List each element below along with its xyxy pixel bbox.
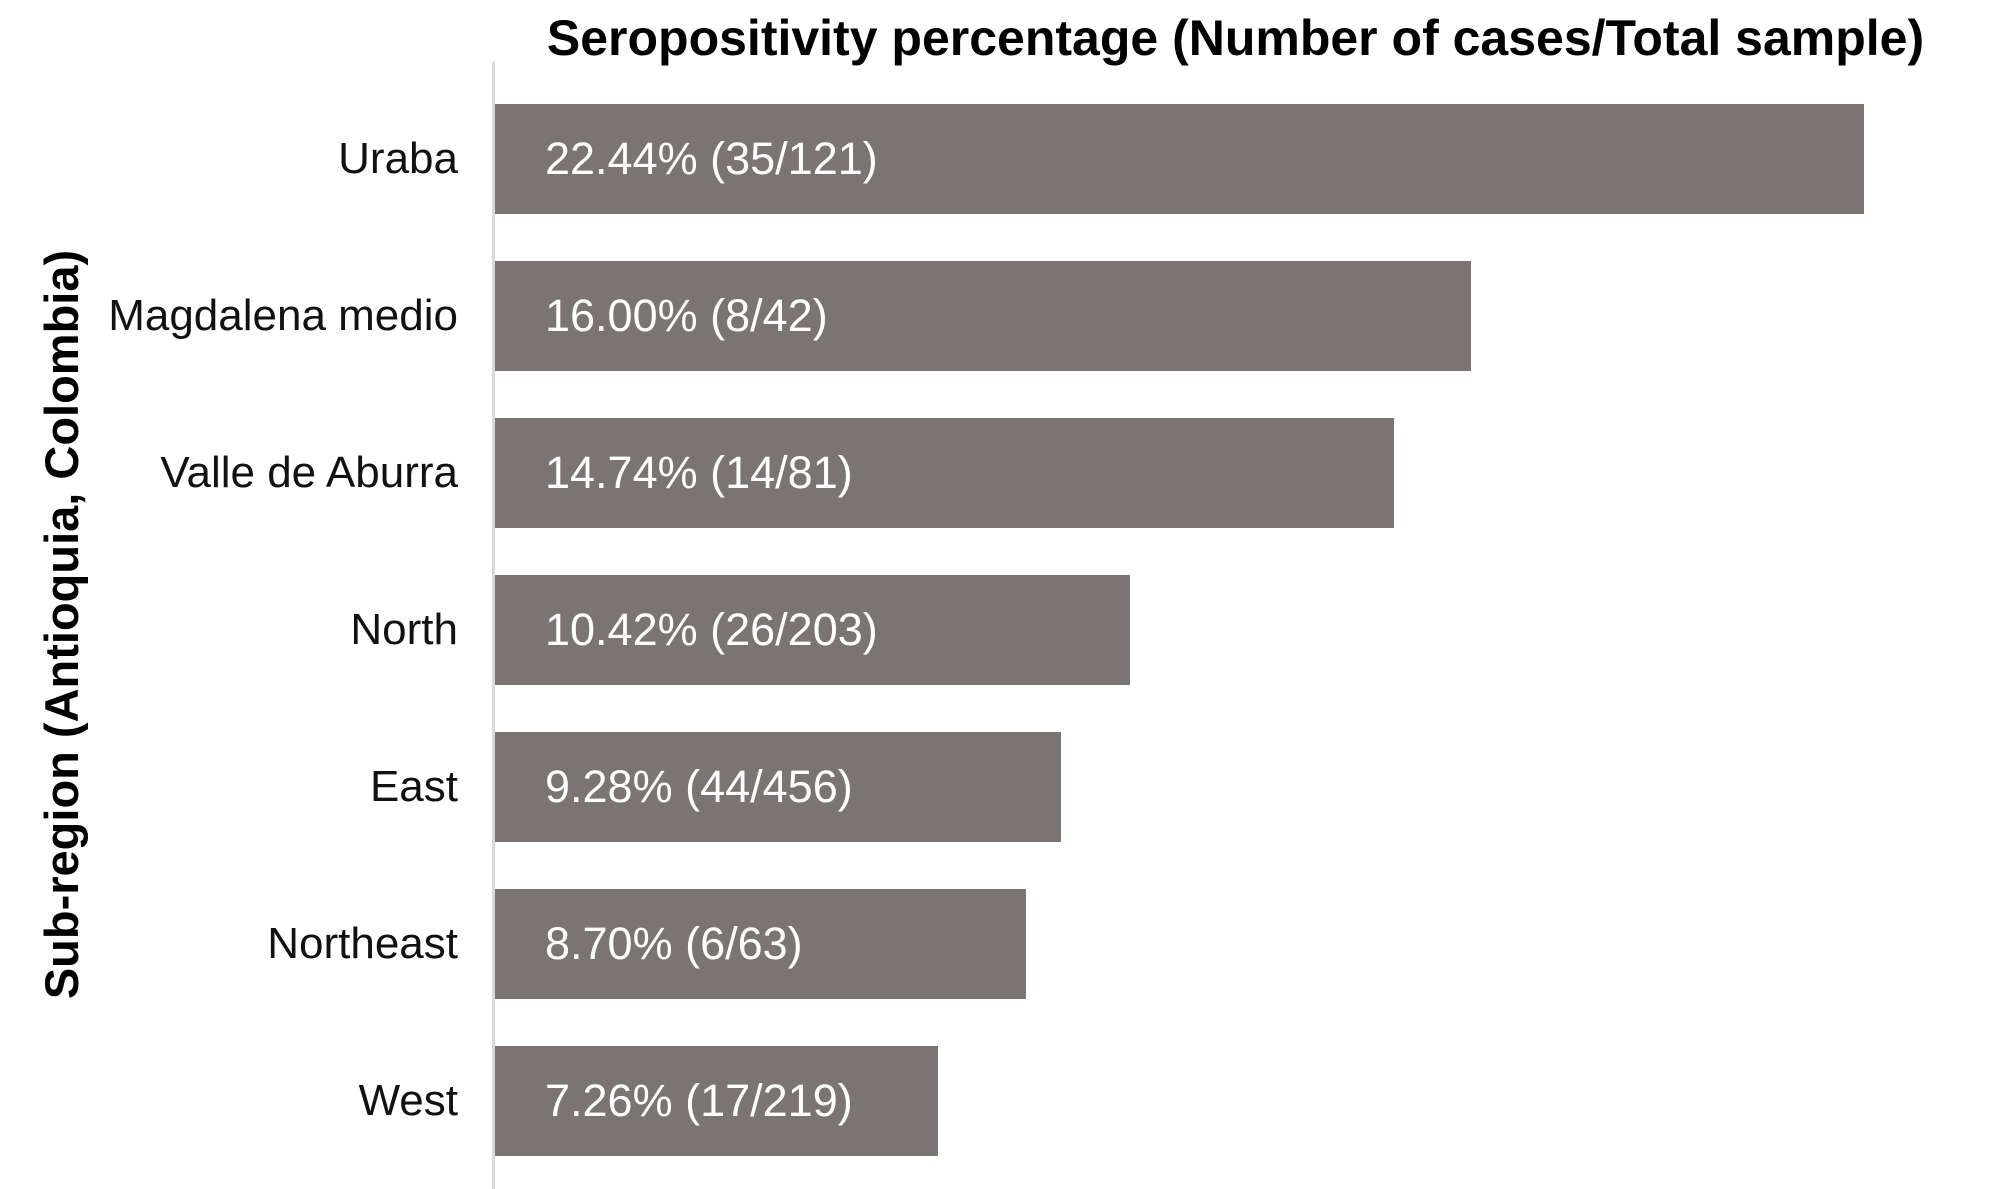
bar: 8.70% (6/63) xyxy=(495,889,1026,999)
bar-value-label: 9.28% (44/456) xyxy=(545,761,853,812)
bar-value-label: 22.44% (35/121) xyxy=(545,133,878,184)
bar-row: Valle de Aburra 14.74% (14/81) xyxy=(0,418,1977,528)
bar-value-label: 10.42% (26/203) xyxy=(545,604,878,655)
bar-value-label: 8.70% (6/63) xyxy=(545,918,803,969)
category-label: North xyxy=(350,605,458,654)
bar-row: East 9.28% (44/456) xyxy=(0,732,1977,842)
category-label: West xyxy=(358,1076,458,1125)
bar-track: 22.44% (35/121) xyxy=(495,104,1977,214)
y-axis-line xyxy=(492,62,495,1189)
bar: 10.42% (26/203) xyxy=(495,575,1131,685)
bar-track: 14.74% (14/81) xyxy=(495,418,1977,528)
category-label: Valle de Aburra xyxy=(160,448,458,497)
bar-track: 16.00% (8/42) xyxy=(495,261,1977,371)
category-label: Uraba xyxy=(338,134,458,183)
bar-track: 8.70% (6/63) xyxy=(495,889,1977,999)
category-label: Magdalena medio xyxy=(108,291,458,340)
category-label: Northeast xyxy=(267,919,458,968)
bar-value-label: 7.26% (17/219) xyxy=(545,1075,853,1126)
bar: 9.28% (44/456) xyxy=(495,732,1061,842)
bar-row: Northeast 8.70% (6/63) xyxy=(0,889,1977,999)
bar-row: North 10.42% (26/203) xyxy=(0,575,1977,685)
chart-title: Seropositivity percentage (Number of cas… xyxy=(546,10,1925,66)
bar: 16.00% (8/42) xyxy=(495,261,1471,371)
bar-track: 7.26% (17/219) xyxy=(495,1046,1977,1156)
bar-row: Magdalena medio 16.00% (8/42) xyxy=(0,261,1977,371)
bar-track: 9.28% (44/456) xyxy=(495,732,1977,842)
bar: 7.26% (17/219) xyxy=(495,1046,938,1156)
bar-value-label: 14.74% (14/81) xyxy=(545,447,853,498)
bar-row: Uraba 22.44% (35/121) xyxy=(0,104,1977,214)
bar-row: West 7.26% (17/219) xyxy=(0,1046,1977,1156)
bar: 14.74% (14/81) xyxy=(495,418,1394,528)
bar-rows: Uraba 22.44% (35/121) Magdalena medio 16… xyxy=(0,104,1977,1156)
bar: 22.44% (35/121) xyxy=(495,104,1864,214)
bar-track: 10.42% (26/203) xyxy=(495,575,1977,685)
category-label: East xyxy=(369,762,458,811)
bar-value-label: 16.00% (8/42) xyxy=(545,290,828,341)
